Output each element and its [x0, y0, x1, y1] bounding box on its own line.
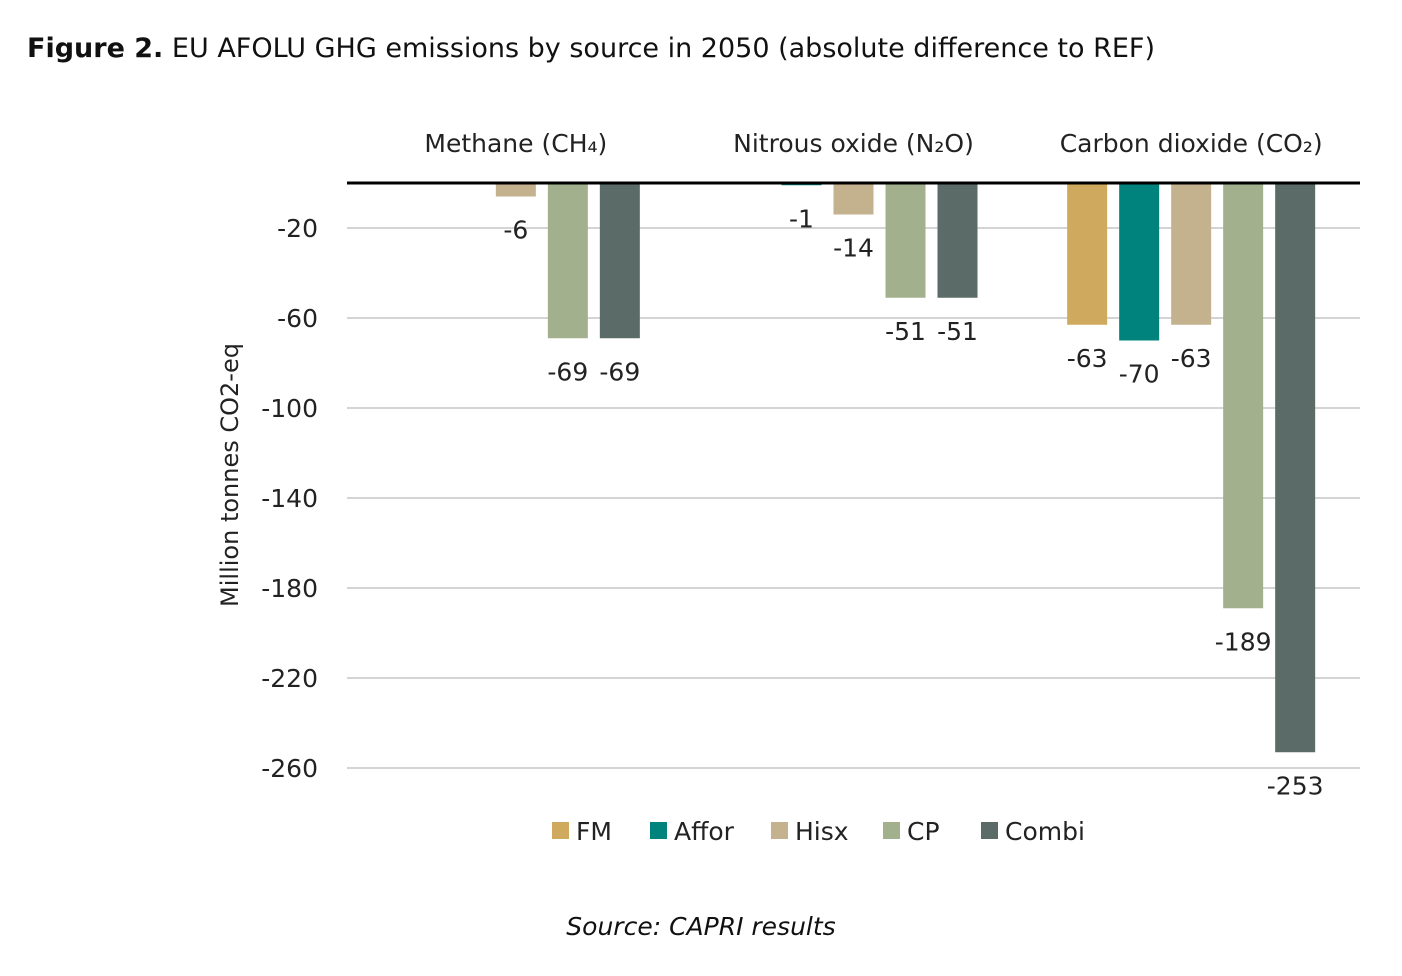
y-tick-label: -60: [277, 304, 318, 333]
bar-hisx: [833, 183, 874, 215]
legend-label: Combi: [1005, 817, 1085, 846]
data-label: -63: [1067, 344, 1108, 373]
legend-label: Affor: [674, 817, 735, 846]
category-label: Carbon dioxide (CO₂): [1060, 129, 1323, 158]
category-label: Nitrous oxide (N₂O): [733, 129, 974, 158]
y-tick-label: -20: [277, 214, 318, 243]
legend-label: CP: [907, 817, 940, 846]
bar-fm: [1067, 183, 1108, 325]
data-label: -14: [833, 234, 874, 263]
data-label: -51: [937, 317, 978, 346]
source-note: Source: CAPRI results: [566, 912, 836, 941]
legend-label: Hisx: [795, 817, 849, 846]
y-tick-label: -260: [261, 754, 318, 783]
legend-swatch-affor: [650, 822, 667, 839]
figure-caption: EU AFOLU GHG emissions by source in 2050…: [163, 33, 1155, 64]
bar-cp: [547, 183, 588, 339]
legend-swatch-fm: [552, 822, 569, 839]
bar-cp: [1223, 183, 1264, 609]
data-label: -69: [599, 357, 640, 386]
figure-number: Figure 2.: [27, 33, 164, 64]
legend-swatch-hisx: [771, 822, 788, 839]
figure-title: Figure 2. EU AFOLU GHG emissions by sour…: [27, 33, 1155, 64]
y-tick-label: -100: [261, 394, 318, 423]
legend-label: FM: [576, 817, 612, 846]
data-label: -70: [1119, 360, 1160, 389]
data-label: -253: [1267, 771, 1324, 800]
data-label: -6: [503, 216, 528, 245]
data-label: -1: [789, 204, 814, 233]
data-label: -63: [1171, 344, 1212, 373]
bar-combi: [1275, 183, 1316, 753]
y-tick-label: -180: [261, 574, 318, 603]
category-label: Methane (CH₄): [424, 129, 607, 158]
legend-swatch-combi: [981, 822, 998, 839]
bar-affor: [1119, 183, 1160, 341]
y-axis-label: Million tonnes CO2-eq: [216, 343, 244, 607]
legend-swatch-cp: [883, 822, 900, 839]
bar-cp: [885, 183, 926, 298]
bar-hisx: [495, 183, 536, 197]
bar-hisx: [1171, 183, 1212, 325]
bar-combi: [937, 183, 978, 298]
data-label: -189: [1215, 627, 1272, 656]
y-tick-label: -220: [261, 664, 318, 693]
y-tick-label: -140: [261, 484, 318, 513]
data-label: -51: [885, 317, 926, 346]
data-label: -69: [547, 357, 588, 386]
bar-chart: -20 -60 -100 -140 -180 -220 -260 Million tonnes…: [216, 129, 1360, 846]
bar-combi: [599, 183, 640, 339]
